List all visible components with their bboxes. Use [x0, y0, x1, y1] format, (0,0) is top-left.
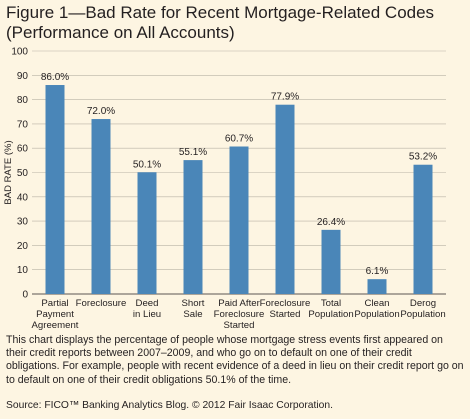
bar-2: [137, 172, 157, 294]
x-tick-label-6: Total Population: [308, 298, 353, 320]
y-tick-label: 80: [17, 95, 29, 106]
x-tick-label-line: Started: [270, 309, 301, 320]
y-tick-label: 30: [17, 217, 29, 228]
x-tick-label-5: Foreclosure Started: [260, 298, 311, 320]
y-tick-label: 20: [17, 241, 29, 252]
bar-3: [183, 160, 203, 294]
x-tick-label-2: Deed in Lieu: [133, 298, 161, 320]
y-tick-label: 100: [11, 47, 28, 58]
chart-source: Source: FICO™ Banking Analytics Blog. © …: [6, 400, 333, 411]
x-tick-label-line: Population: [308, 309, 353, 320]
y-tick-label: 50: [17, 168, 29, 179]
data-label-7: 6.1%: [366, 266, 389, 277]
bar-6: [321, 229, 341, 294]
bar-0: [45, 85, 65, 295]
x-tick-label-line: Clean: [364, 298, 389, 309]
data-label-2: 50.1%: [133, 159, 161, 170]
x-tick-label-line: Short: [182, 298, 205, 309]
x-tick-label-line: Derog: [410, 298, 436, 309]
x-tick-label-line: Sale: [183, 309, 202, 320]
x-tick-label-3: Short Sale: [182, 298, 205, 320]
bar-7: [367, 279, 387, 294]
y-tick-label: 40: [17, 192, 29, 203]
chart-title-line2: (Performance on All Accounts): [6, 23, 235, 42]
x-tick-label-line: Paid After: [218, 298, 260, 309]
x-tick-label-0: Partial Payment Agreement: [32, 298, 79, 331]
x-tick-label-line: Foreclosure: [76, 298, 127, 309]
bar-8: [413, 164, 433, 294]
bar-5: [275, 104, 295, 294]
data-label-6: 26.4%: [317, 217, 345, 228]
y-tick-label: 70: [17, 119, 29, 130]
x-tick-label-line: Population: [400, 309, 445, 320]
x-tick-label-line: Population: [354, 309, 399, 320]
x-tick-label-line: Agreement: [32, 320, 79, 331]
y-tick-label: 10: [17, 265, 29, 276]
x-tick-label-line: Foreclosure: [260, 298, 311, 309]
chart-title: Figure 1—Bad Rate for Recent Mortgage-Re…: [6, 3, 466, 43]
y-tick-label: 60: [17, 144, 29, 155]
x-tick-label-7: Clean Population: [354, 298, 399, 320]
x-tick-label-line: Total: [321, 298, 341, 309]
data-label-4: 60.7%: [225, 133, 253, 144]
bar-4: [229, 146, 249, 294]
y-tick-label: 0: [22, 290, 28, 301]
data-label-3: 55.1%: [179, 147, 207, 158]
data-label-5: 77.9%: [271, 92, 299, 103]
x-tick-label-4: Paid After Foreclosure Started: [214, 298, 265, 331]
x-tick-label-line: Partial: [41, 298, 68, 309]
chart-caption: This chart displays the percentage of pe…: [6, 334, 464, 386]
bar-chart: 0 10 20 30 40 50 60 70 80 90 100 BAD RATE (%) 86.0% P…: [3, 47, 446, 331]
data-label-1: 72.0%: [87, 106, 115, 117]
x-tick-label-line: Foreclosure: [214, 309, 265, 320]
x-tick-label-line: Started: [224, 320, 255, 331]
x-tick-label-1: Foreclosure: [76, 298, 127, 309]
x-tick-label-line: Deed: [136, 298, 159, 309]
bar-1: [91, 119, 111, 294]
y-tick-label: 90: [17, 71, 29, 82]
x-tick-label-line: Payment: [36, 309, 74, 320]
chart-title-line1: Figure 1—Bad Rate for Recent Mortgage-Re…: [6, 3, 435, 22]
x-tick-label-line: in Lieu: [133, 309, 161, 320]
x-tick-label-8: Derog Population: [400, 298, 445, 320]
data-label-8: 53.2%: [409, 152, 437, 163]
data-label-0: 86.0%: [41, 72, 69, 83]
y-axis-label: BAD RATE (%): [3, 140, 14, 204]
